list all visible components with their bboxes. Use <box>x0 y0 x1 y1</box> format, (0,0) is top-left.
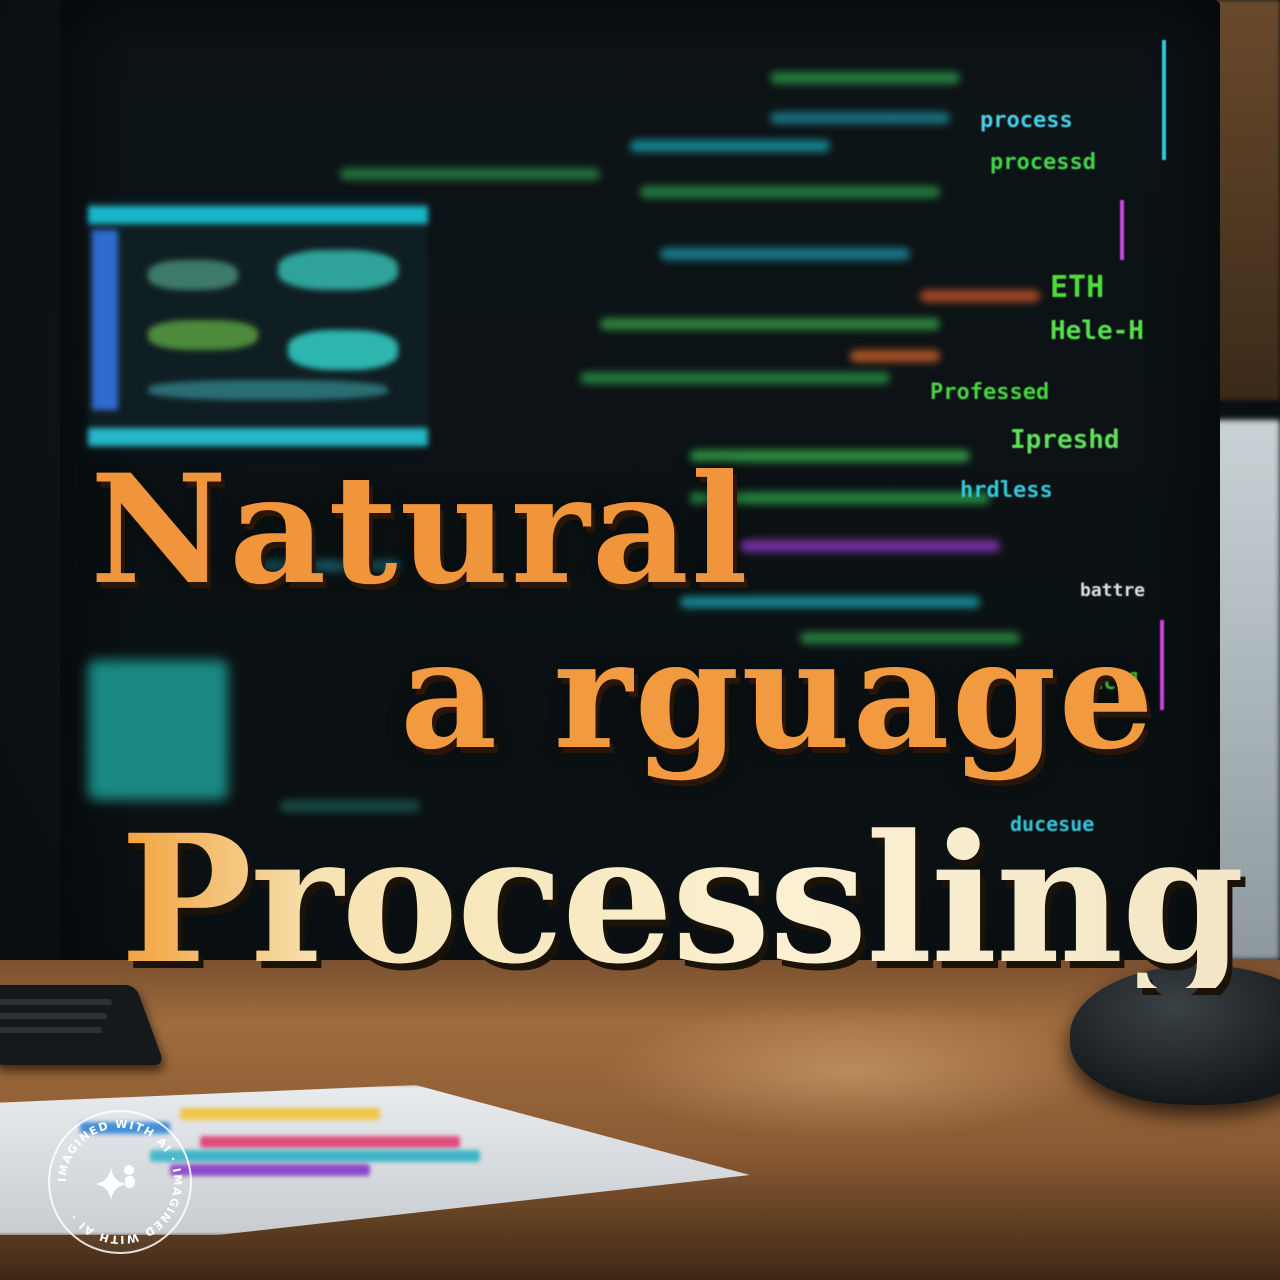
panel-block <box>148 380 388 400</box>
computer-mouse <box>1070 965 1280 1105</box>
code-line <box>640 186 940 198</box>
code-cursor-line <box>1162 40 1166 160</box>
side-code-panel <box>88 200 428 450</box>
imagined-with-ai-badge: IMAGINED WITH AI · IMAGINED WITH AI · <box>48 1110 192 1254</box>
panel-block <box>278 250 398 290</box>
panel-header-bar <box>88 206 428 224</box>
paper-chart-bar <box>180 1108 380 1120</box>
panel-sidebar <box>92 230 118 410</box>
code-text: Ipreshd <box>1010 425 1120 455</box>
panel-block <box>288 330 398 370</box>
panel-block <box>148 320 258 350</box>
side-panel-tile <box>88 660 228 800</box>
code-text: Hcol <box>1090 670 1143 695</box>
code-line <box>340 168 600 180</box>
panel-footer-bar <box>88 428 428 446</box>
code-line <box>690 450 970 462</box>
code-line <box>690 492 990 504</box>
wood-wall <box>1210 0 1280 400</box>
sparkle-icon <box>95 1165 135 1200</box>
code-text: battre <box>1080 580 1146 601</box>
code-text: ducesue <box>1010 812 1094 836</box>
code-cursor-line <box>1160 620 1164 710</box>
code-text: hrdless <box>960 478 1053 503</box>
title-line-natural: Natural <box>90 442 750 618</box>
code-line <box>680 596 980 608</box>
window-light <box>1210 420 1280 960</box>
key-row <box>0 1013 108 1019</box>
code-line <box>240 560 400 572</box>
code-text: process <box>980 108 1073 133</box>
code-text: processd <box>990 150 1096 175</box>
code-line <box>580 372 890 384</box>
code-text: Hele-H <box>1050 316 1144 346</box>
paper-chart-bar <box>150 1150 480 1162</box>
key-row <box>0 999 113 1005</box>
code-line <box>600 318 940 330</box>
panel-block <box>148 260 238 290</box>
code-line <box>630 140 830 152</box>
paper-chart-bar <box>200 1136 460 1148</box>
code-text: Professed <box>930 380 1050 405</box>
code-line <box>660 248 910 260</box>
desk-reflection <box>600 1000 1100 1140</box>
key-row <box>0 1027 103 1033</box>
code-text: ETH <box>1050 270 1105 305</box>
code-cursor-line <box>1120 200 1124 260</box>
code-line <box>850 350 940 362</box>
code-line <box>770 72 960 84</box>
title-line-language: a rguage <box>400 607 1156 783</box>
code-line <box>740 540 1000 552</box>
code-line <box>280 800 420 812</box>
code-line <box>770 112 950 124</box>
computer-monitor <box>60 0 1220 1010</box>
paper-chart-bar <box>170 1164 370 1176</box>
code-line <box>800 632 1020 644</box>
code-line <box>920 290 1040 302</box>
title-line-processing: Processling <box>120 796 1245 1003</box>
